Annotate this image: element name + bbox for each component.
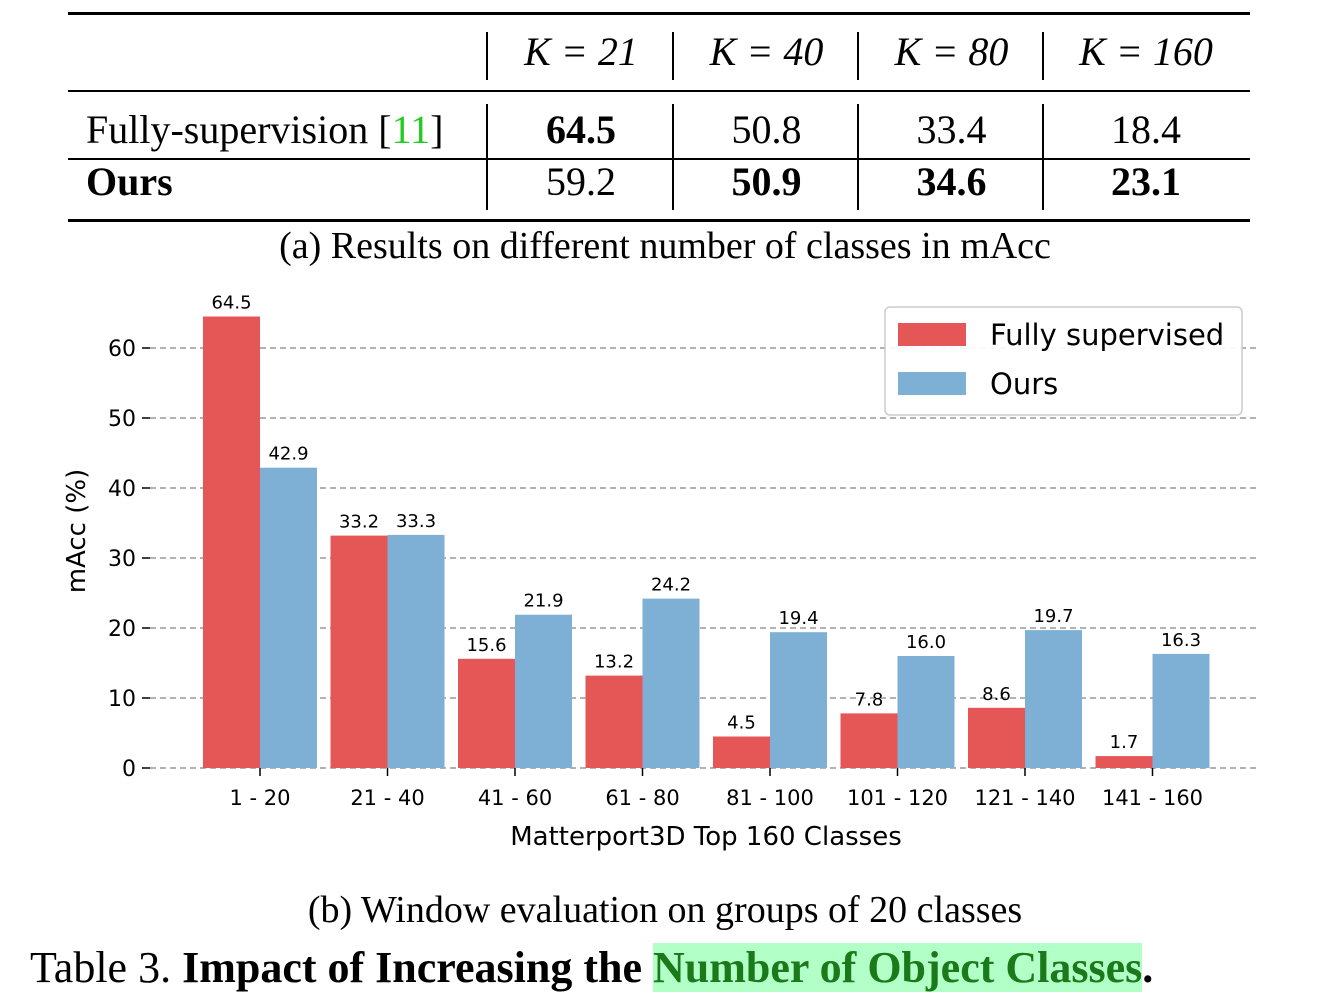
table-header-rule [68, 90, 1250, 92]
bar-value-label: 19.4 [778, 608, 818, 629]
y-tick-label: 30 [108, 547, 136, 572]
bar-value-label: 33.3 [396, 511, 436, 532]
bar-value-label: 8.6 [982, 684, 1011, 705]
legend-box [884, 306, 1243, 416]
bar-value-label: 19.7 [1033, 606, 1073, 627]
column-header: K = 40 [709, 29, 824, 74]
col-separator [857, 104, 859, 210]
column-header: K = 21 [524, 29, 638, 74]
table-a-caption: (a) Results on different number of class… [279, 225, 1051, 267]
table-cell: 23.1 [1111, 159, 1181, 204]
table-caption-prefix: Table 3. [30, 943, 183, 992]
table-top-rule [68, 12, 1250, 15]
bar-fully-supervised [840, 713, 898, 768]
bar-ours [387, 534, 445, 768]
y-axis-label: mAcc (%) [62, 469, 92, 594]
table-row-rule [68, 158, 1250, 160]
chart-caption: (b) Window evaluation on groups of 20 cl… [307, 889, 1023, 931]
table-cell: 50.8 [731, 107, 802, 152]
legend-label: Fully supervised [990, 318, 1224, 352]
y-tick-label: 60 [108, 337, 136, 362]
table-cell: 50.9 [731, 159, 802, 204]
col-separator [486, 32, 488, 80]
bar-ours [897, 656, 955, 768]
x-tick-label: 121 - 140 [974, 786, 1075, 810]
y-tick-label: 20 [108, 617, 136, 642]
col-separator [857, 32, 859, 80]
col-separator [672, 32, 674, 80]
legend-swatch [898, 372, 966, 395]
column-header: K = 160 [1079, 29, 1213, 74]
table-cell: 34.6 [916, 159, 987, 204]
x-tick-label: 21 - 40 [350, 786, 424, 810]
bar-chart: 0 10 20 30 40 50 60 64.5 42.9 1 - 20 33.2 33.3 21 - … [62, 293, 1260, 852]
column-header: K = 80 [894, 29, 1009, 74]
bar-ours [1025, 630, 1082, 768]
table-caption-suffix: . [1142, 943, 1154, 992]
col-separator [672, 104, 674, 210]
table-cell: 33.4 [916, 107, 987, 152]
x-tick-label: 1 - 20 [229, 786, 290, 810]
bar-fully-supervised [585, 675, 643, 768]
col-separator [1042, 32, 1044, 80]
row-label-ours: Ours [86, 159, 173, 204]
bar-value-label: 1.7 [1110, 732, 1139, 753]
bar-value-label: 64.5 [211, 293, 251, 314]
table-cell: 64.5 [546, 107, 616, 152]
bar-value-label: 13.2 [594, 652, 634, 673]
table-caption-highlight: Number of Object Classes [653, 943, 1143, 992]
bar-ours [260, 467, 317, 768]
legend-label: Ours [990, 367, 1058, 401]
y-tick-label: 0 [122, 757, 136, 782]
x-tick-label: 101 - 120 [847, 786, 948, 810]
bar-fully-supervised [330, 535, 388, 768]
bar-ours [770, 632, 827, 768]
x-axis-label: Matterport3D Top 160 Classes [510, 822, 902, 852]
bar-value-label: 24.2 [651, 575, 691, 596]
bar-ours [515, 614, 572, 768]
bar-fully-supervised [713, 736, 770, 768]
bar-value-label: 16.3 [1161, 630, 1201, 651]
col-separator [486, 104, 488, 210]
table-cell: 18.4 [1111, 107, 1181, 152]
table-bottom-rule [68, 219, 1250, 222]
results-table: K = 21 K = 40 K = 80 K = 160 Fully-super… [0, 0, 1330, 270]
bar-fully-supervised [968, 707, 1025, 768]
table-caption: Table 3. Impact of Increasing the Number… [30, 940, 1153, 996]
bar-value-label: 21.9 [523, 591, 563, 612]
table-caption-title: Impact of Increasing the [182, 943, 654, 992]
y-tick-label: 40 [108, 477, 136, 502]
bar-ours [1152, 653, 1210, 768]
bar-value-label: 42.9 [268, 444, 308, 465]
legend-swatch [898, 323, 966, 346]
citation-link[interactable]: 11 [391, 107, 431, 152]
x-tick-label: 81 - 100 [726, 786, 814, 810]
bar-value-label: 4.5 [727, 713, 756, 734]
bar-fully-supervised [1095, 756, 1153, 768]
x-tick-label: 61 - 80 [605, 786, 679, 810]
row-label-fully-supervision: Fully-supervision [11] [86, 107, 444, 152]
row-label-text: Fully-supervision [86, 107, 379, 152]
bar-fully-supervised [203, 316, 260, 768]
x-tick-label: 41 - 60 [478, 786, 552, 810]
col-separator [1042, 104, 1044, 210]
x-tick-label: 141 - 160 [1102, 786, 1203, 810]
bar-value-label: 16.0 [906, 632, 946, 653]
y-tick-label: 50 [108, 407, 136, 432]
y-tick-label: 10 [108, 687, 136, 712]
bar-value-label: 15.6 [466, 635, 506, 656]
bar-value-label: 33.2 [339, 512, 379, 533]
bar-ours [642, 598, 700, 768]
bar-value-label: 7.8 [855, 689, 884, 710]
table-cell: 59.2 [546, 159, 616, 204]
bar-fully-supervised [458, 658, 515, 768]
